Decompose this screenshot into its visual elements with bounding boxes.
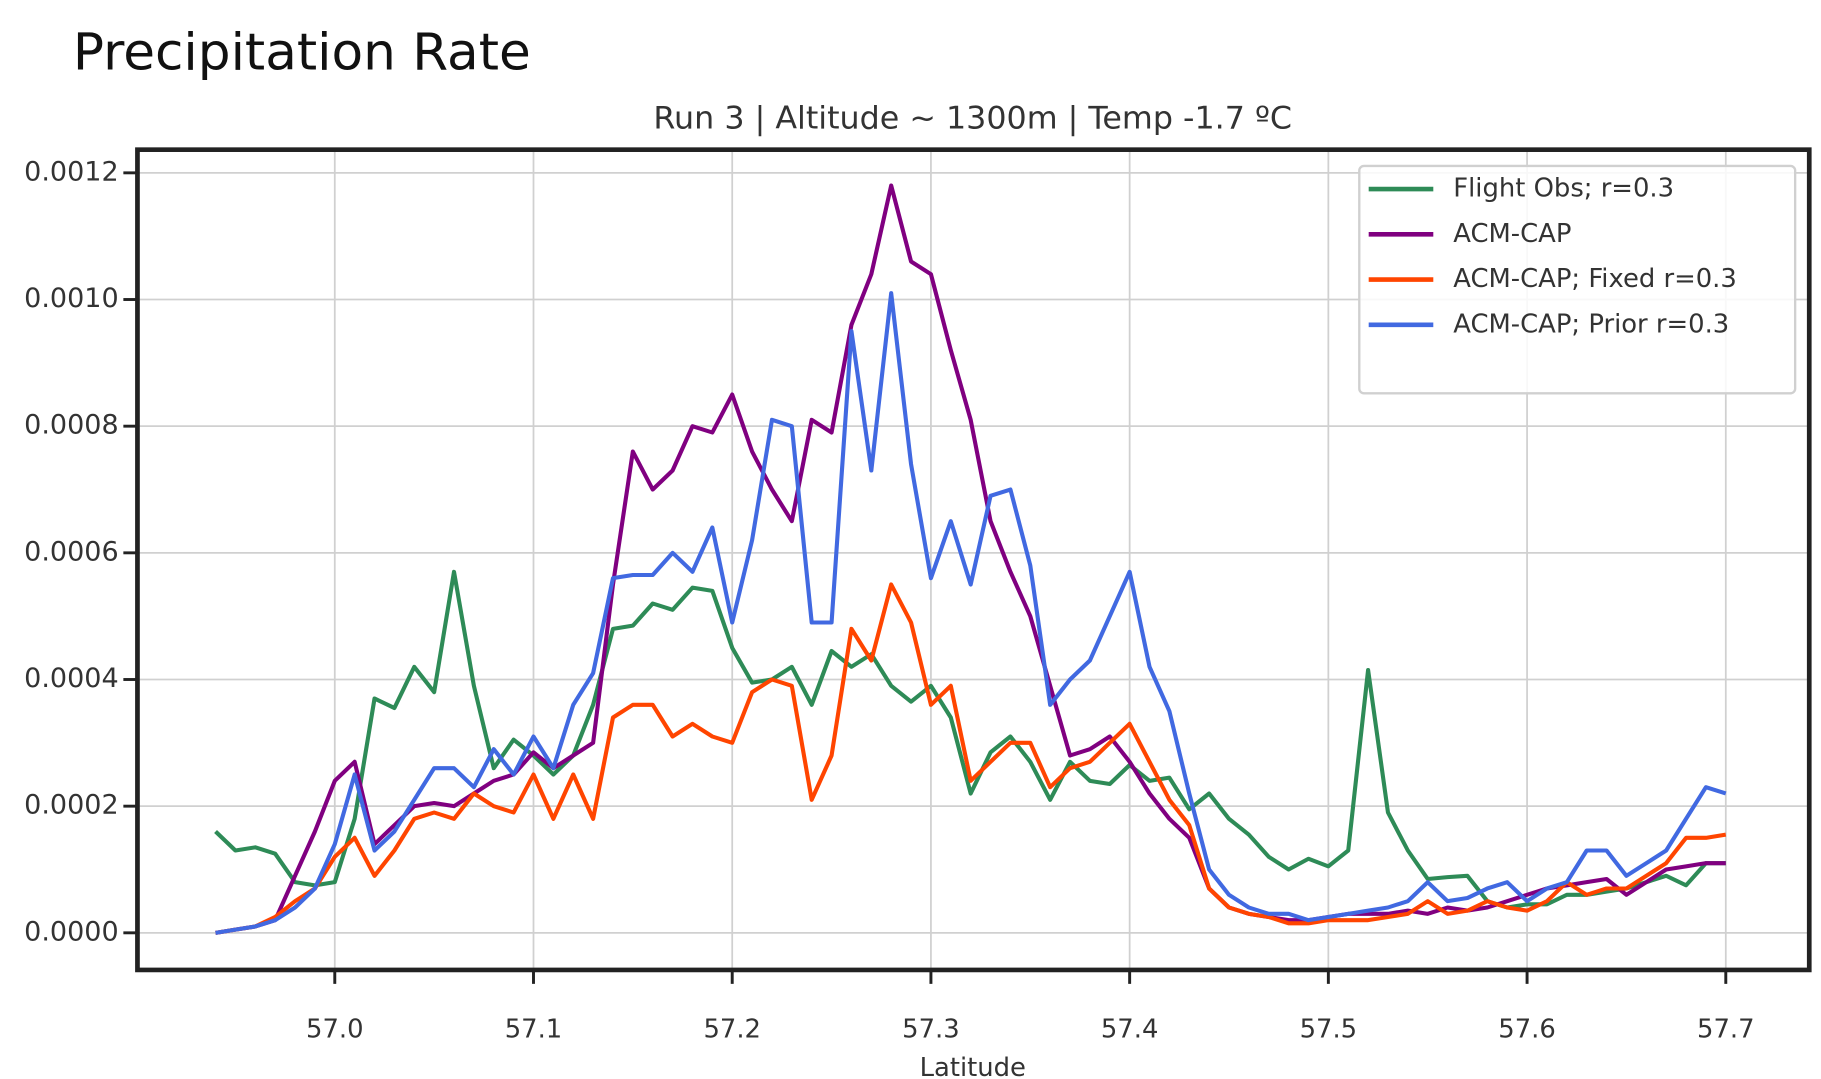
x-tick-label: 57.5 xyxy=(1300,1015,1358,1045)
y-tick-label: 0.0010 xyxy=(24,283,119,314)
y-tick-label: 0.0008 xyxy=(24,410,119,441)
legend-label: ACM-CAP xyxy=(1453,219,1571,249)
x-tick-label: 57.0 xyxy=(306,1015,364,1045)
y-tick-label: 0.0002 xyxy=(24,790,119,821)
x-tick-label: 57.2 xyxy=(703,1015,761,1045)
chart-title: Precipitation Rate xyxy=(73,23,531,83)
y-tick-label: 0.0000 xyxy=(24,916,119,947)
x-axis-label: Latitude xyxy=(920,1053,1026,1079)
plot-frame xyxy=(135,147,1812,973)
y-tick-label: 0.0006 xyxy=(24,536,119,567)
series-line xyxy=(215,582,1727,935)
legend-label: Flight Obs; r=0.3 xyxy=(1453,174,1674,204)
x-tick-label: 57.4 xyxy=(1101,1015,1159,1045)
legend-box xyxy=(1358,164,1797,395)
legend-label: ACM-CAP; Fixed r=0.3 xyxy=(1453,264,1737,294)
y-tick-label: 0.0012 xyxy=(24,156,119,187)
series-line xyxy=(214,569,1726,910)
chart-subtitle: Run 3 | Altitude ~ 1300m | Temp -1.7 ºC xyxy=(653,101,1292,137)
legend-label: ACM-CAP; Prior r=0.3 xyxy=(1453,309,1729,339)
x-tick-label: 57.1 xyxy=(505,1015,563,1045)
y-tick-label: 0.0004 xyxy=(24,663,119,694)
x-tick-label: 57.7 xyxy=(1697,1015,1755,1045)
x-tick-label: 57.3 xyxy=(902,1015,960,1045)
series-line xyxy=(215,291,1727,935)
x-tick-label: 57.6 xyxy=(1498,1015,1556,1045)
